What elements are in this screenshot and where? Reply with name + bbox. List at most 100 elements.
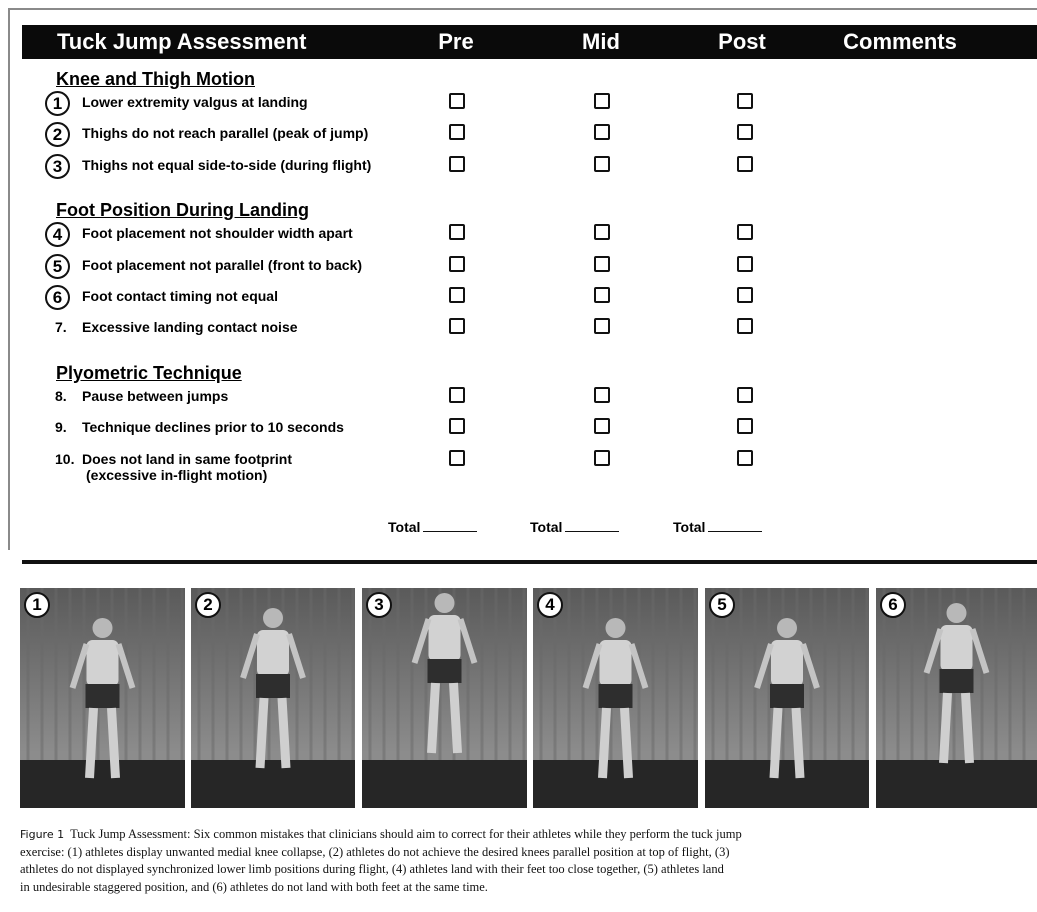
checkbox [449,124,465,141]
column-header: Mid [582,29,620,54]
checkbox [737,155,753,172]
header-bar [22,25,1037,59]
item-number: 2 [45,122,70,148]
column-header: Post [718,29,766,54]
legs [255,697,291,769]
floor [876,760,1037,808]
head [92,618,113,638]
torso [86,640,119,686]
torso [940,625,973,671]
photo: 5 [705,588,869,808]
form-title: Tuck Jump Assessment [57,29,307,54]
arms [411,618,478,664]
item-text: Does not land in same footprint [82,450,293,467]
item-text: Lower extremity valgus at landing [82,94,308,110]
divider [22,560,1037,564]
photo-image [20,588,185,808]
checkbox [594,318,610,335]
checkbox [449,255,465,272]
checkbox [594,255,610,272]
column-header: Pre [438,29,474,54]
item-text: Foot placement not parallel (front to ba… [82,256,363,273]
total-label: Total [673,519,762,535]
arms [582,643,649,689]
item-note: (excessive in-flight motion) [86,466,268,483]
item-number: 5 [45,253,70,279]
photo: 4 [533,588,698,808]
checkbox [737,224,753,241]
photo: 1 [20,588,185,808]
total-label: Total [530,519,619,535]
section-title: Plyometric Technique [56,362,242,383]
checkbox [594,124,610,141]
head [434,593,455,613]
frame [8,8,1037,550]
checkbox [594,155,610,172]
torso [428,615,461,661]
item-number: 3 [45,153,70,179]
checkbox [449,155,465,172]
item-text: Foot contact timing not equal [82,288,278,304]
floor [533,760,698,808]
item-text: Excessive landing contact noise [82,319,298,336]
photo-image [191,588,355,808]
photo-image [362,588,527,808]
checkbox [737,287,753,303]
shorts [770,684,804,708]
checkbox [737,124,753,141]
head [946,603,967,623]
checkbox [449,386,465,403]
legs [598,707,633,779]
item-text: Foot placement not shoulder width apart [82,225,353,242]
photo: 6 [876,588,1037,808]
caption-line: athletes do not displayed synchronized l… [20,861,1037,879]
checkbox [737,318,753,335]
item-text: Thighs not equal side-to-side (during fl… [82,156,372,173]
floor [362,760,527,808]
item-text: Thighs do not reach parallel (peak of ju… [82,125,369,142]
legs [939,692,974,764]
item-number: 4 [45,222,70,248]
caption-line: Figure 1 Tuck Jump Assessment: Six common… [20,826,1037,844]
item-number: 6 [45,285,70,310]
item-number: 7. [55,319,67,336]
section-title: Foot Position During Landing [56,200,309,221]
item-number: 8. [55,387,67,404]
caption-label: Figure 1 [20,828,65,841]
head [605,618,626,638]
photo: 2 [191,588,355,808]
shorts [427,659,462,683]
photo-number: 5 [709,592,735,618]
checkbox [449,224,465,241]
checkbox [449,287,465,303]
item-number: 1 [45,91,70,116]
photo-number: 6 [880,592,906,618]
caption-text: in undesirable staggered position, and (… [20,879,488,894]
checkbox [449,418,465,435]
checkbox [737,449,753,466]
head [263,608,283,628]
checkbox [449,93,465,109]
arms [240,633,306,679]
checkbox [449,318,465,335]
section-title: Knee and Thigh Motion [56,69,255,89]
item-text: Pause between jumps [82,387,229,404]
item-text: Technique declines prior to 10 seconds [82,419,344,436]
torso [257,630,289,676]
shorts [939,669,974,693]
shorts [85,684,120,708]
checkbox [594,449,610,466]
head [777,618,797,638]
arms [754,643,820,689]
item-number: 10. [55,450,75,467]
checkbox [594,93,610,109]
floor [191,760,355,808]
checkbox [594,418,610,435]
checkbox [449,449,465,466]
photo: 3 [362,588,527,808]
photo-number: 1 [24,592,50,618]
arms [69,643,136,689]
torso [771,640,803,686]
legs [769,707,805,779]
